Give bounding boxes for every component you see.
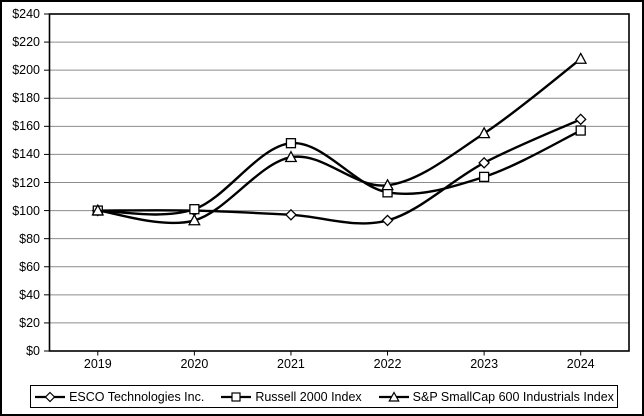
triangle-line-icon	[378, 390, 409, 402]
x-axis-tick-label: 2023	[470, 357, 499, 371]
data-point-marker-triangle	[284, 150, 298, 163]
x-axis-tick-label: 2022	[373, 357, 402, 371]
diamond-line-icon	[35, 391, 66, 402]
legend-item-russell: Russell 2000 Index	[220, 389, 362, 404]
x-axis-tick-label: 2021	[277, 357, 305, 371]
data-point-marker-triangle	[187, 213, 201, 226]
y-axis-tick-label: $200	[12, 63, 40, 78]
x-axis-tick-label: 2020	[180, 357, 209, 371]
data-point-marker-diamond	[574, 113, 587, 126]
data-point-marker-diamond	[285, 208, 297, 221]
data-point-marker-diamond	[381, 214, 394, 227]
square-line-icon	[221, 391, 252, 402]
y-axis-tick-label: $240	[12, 7, 40, 21]
data-point-marker-square	[285, 138, 297, 149]
x-axis-tick-label: 2019	[83, 357, 112, 371]
y-axis-tick-label: $40	[19, 287, 40, 302]
data-point-marker-triangle	[477, 126, 491, 139]
y-axis-tick-label: $160	[12, 119, 40, 134]
y-axis-tick-label: $0	[26, 344, 40, 358]
x-axis-tick-label: 2024	[566, 357, 595, 371]
y-axis-tick-label: $80	[19, 231, 40, 246]
data-point-marker-square	[478, 171, 490, 183]
data-point-marker-triangle	[574, 52, 588, 64]
y-axis-tick-label: $60	[19, 259, 40, 274]
y-axis-tick-label: $220	[12, 35, 40, 50]
legend-item-esco: ESCO Technologies Inc.	[34, 390, 204, 404]
data-point-marker-triangle	[381, 178, 394, 191]
legend: ESCO Technologies Inc. Russell 2000 Inde…	[30, 385, 618, 408]
y-axis-tick-label: $120	[12, 175, 40, 190]
legend-label-esco: ESCO Technologies Inc.	[69, 389, 205, 404]
series-line-square	[96, 129, 582, 216]
legend-label-russell: Russell 2000 Index	[255, 389, 362, 404]
legend-item-sp600: S&P SmallCap 600 Industrials Index	[378, 390, 614, 404]
data-point-marker-square	[575, 125, 586, 136]
y-axis-tick-label: $100	[12, 203, 40, 218]
series-line-triangle	[96, 57, 582, 225]
data-point-marker-square	[189, 204, 200, 215]
data-point-marker-triangle	[91, 203, 105, 216]
data-point-marker-diamond	[478, 156, 491, 169]
y-axis-tick-label: $180	[12, 91, 40, 106]
y-axis-tick-label: $20	[19, 315, 40, 330]
y-axis-tick-label: $140	[12, 147, 40, 162]
legend-label-sp600: S&P SmallCap 600 Industrials Index	[412, 389, 614, 404]
